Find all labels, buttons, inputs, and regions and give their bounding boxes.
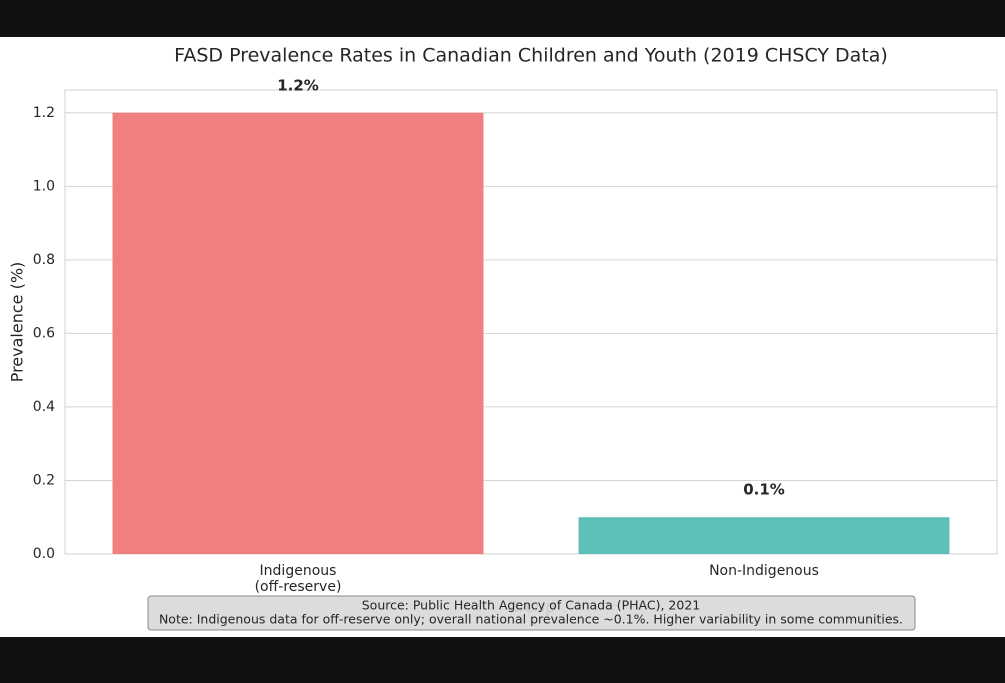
y-tick-label: 0.2 [33, 472, 55, 488]
bar [112, 112, 484, 554]
x-tick-label: Non-Indigenous [709, 563, 819, 579]
x-tick-label: Indigenous (off-reserve) [255, 563, 342, 595]
annotation-text: Source: Public Health Agency of Canada (… [362, 598, 701, 613]
annotation-box [147, 595, 916, 631]
plot-frame [64, 89, 998, 555]
y-tick-label: 0.6 [33, 325, 55, 341]
y-tick-label: 0.0 [33, 546, 55, 562]
value-label: 0.1% [743, 481, 785, 499]
bar [578, 517, 950, 554]
y-tick-label: 0.8 [33, 252, 55, 268]
y-axis-label: Prevalence (%) [8, 262, 27, 383]
annotation-text: Note: Indigenous data for off-reserve on… [159, 612, 903, 627]
y-tick-label: 1.2 [33, 105, 55, 121]
chart-title: FASD Prevalence Rates in Canadian Childr… [174, 45, 888, 67]
y-tick-label: 1.0 [33, 178, 55, 194]
y-tick-label: 0.4 [33, 399, 55, 415]
value-label: 1.2% [277, 76, 319, 94]
